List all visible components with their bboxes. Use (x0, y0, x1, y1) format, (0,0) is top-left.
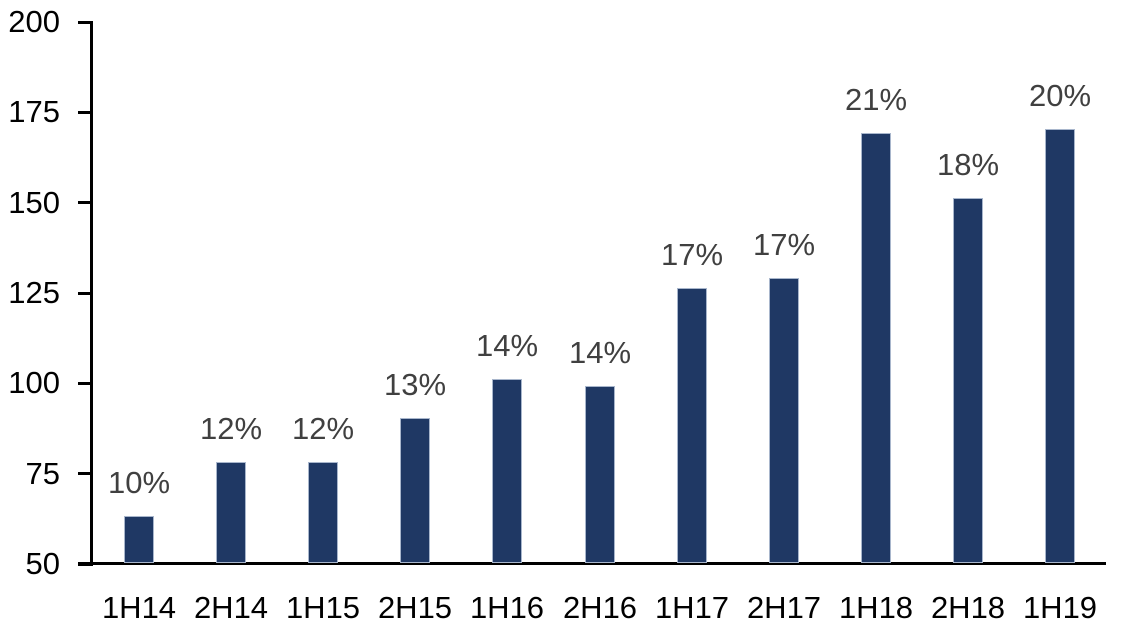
bar-data-label: 20% (1028, 78, 1092, 113)
bar (492, 379, 522, 563)
bar-data-label: 18% (936, 147, 1000, 182)
bar (400, 418, 430, 563)
bar (216, 462, 246, 563)
x-axis-tick-label: 2H15 (377, 590, 453, 625)
bar-data-label: 17% (752, 227, 816, 262)
bar-data-label: 14% (475, 328, 539, 363)
y-axis-tick-label: 100 (8, 365, 60, 401)
x-axis-tick-label: 1H18 (838, 590, 914, 625)
x-axis-tick-label: 2H17 (746, 590, 822, 625)
bar-data-label: 12% (291, 411, 355, 446)
x-axis-tick-label: 1H19 (1022, 590, 1098, 625)
bar (124, 516, 154, 563)
y-axis-tick (78, 110, 90, 114)
x-axis-tick-label: 1H16 (469, 590, 545, 625)
y-axis-tick (78, 472, 90, 476)
y-axis-tick-label: 175 (8, 94, 60, 130)
x-axis-tick-label: 2H16 (562, 590, 638, 625)
y-axis-tick (78, 201, 90, 205)
y-axis-tick-label: 50 (25, 546, 60, 581)
bar (308, 462, 338, 563)
y-axis-tick-label: 75 (25, 455, 60, 491)
bar-data-label: 12% (199, 411, 263, 446)
x-axis-tick-label: 1H15 (285, 590, 361, 625)
y-axis-tick-label: 150 (8, 184, 60, 220)
y-axis-tick-label: 125 (8, 275, 60, 310)
y-axis-tick (78, 381, 90, 385)
bar-data-label: 13% (383, 367, 447, 402)
bar (769, 278, 799, 563)
y-axis-tick (78, 20, 90, 24)
bar-data-label: 17% (660, 237, 724, 272)
bar (585, 386, 615, 563)
x-axis-tick-label: 2H18 (930, 590, 1006, 625)
x-axis-tick-label: 2H14 (193, 590, 269, 625)
x-axis-tick-label: 1H14 (101, 590, 177, 625)
y-axis-line (90, 21, 93, 566)
y-axis-tick (78, 562, 90, 566)
x-axis-tick-label: 1H17 (654, 590, 730, 625)
bar-data-label: 21% (844, 82, 908, 117)
bar (953, 198, 983, 563)
bar (677, 288, 707, 563)
bar-data-label: 10% (107, 465, 171, 500)
bar-data-label: 14% (568, 335, 632, 370)
y-axis-tick-label: 200 (8, 4, 60, 39)
x-axis-line (78, 562, 1106, 565)
y-axis-tick (78, 291, 90, 295)
bar (861, 133, 891, 563)
bar (1045, 129, 1075, 563)
